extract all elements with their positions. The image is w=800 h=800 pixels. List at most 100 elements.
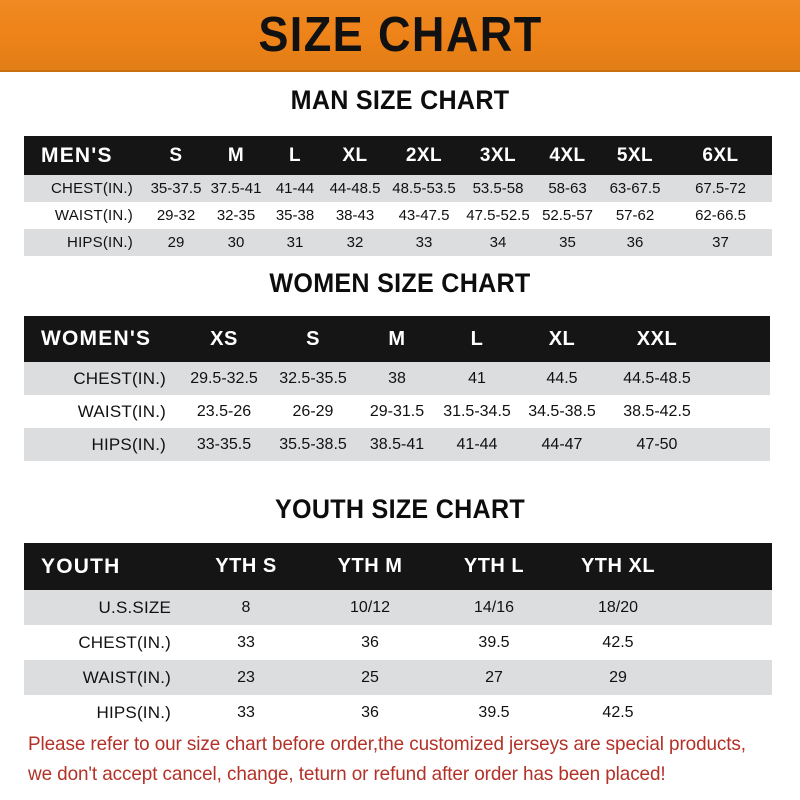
men-row-1-cell-2: 35-38	[275, 207, 315, 224]
women-row-1-cell-5: 38.5-42.5	[623, 402, 691, 420]
youth-row-2-label: WAIST(IN.)	[82, 667, 171, 687]
youth-header-label: YOUTH	[41, 554, 121, 578]
youth-row-1-cell-3: 42.5	[602, 633, 634, 651]
women-row-2-cell-0: 33-35.5	[196, 435, 252, 453]
women-section-title: WOMEN SIZE CHART	[269, 268, 531, 298]
men-header-label: MEN'S	[41, 143, 113, 167]
men-row-2-cell-6: 35	[559, 234, 576, 251]
women-row-2-cell-5: 47-50	[636, 435, 678, 453]
men-col-7: 4XL	[549, 144, 586, 166]
men-row-0-cell-1: 37.5-41	[210, 180, 262, 197]
men-col-9: 6XL	[702, 144, 739, 166]
youth-row-1-cell-1: 36	[361, 633, 379, 651]
youth-col-1: YTH S	[215, 555, 277, 577]
men-row-0-cell-8: 67.5-72	[695, 180, 746, 197]
youth-row-0-cell-0: 8	[241, 598, 251, 616]
women-row-0-cell-0: 29.5-32.5	[190, 369, 258, 387]
table-row: WAIST(IN.) 23 25 27 29	[24, 660, 772, 695]
women-col-1: XS	[210, 327, 238, 350]
table-row: WAIST(IN.) 29-32 32-35 35-38 38-43 43-47…	[24, 202, 772, 229]
women-row-0-cell-3: 41	[468, 369, 486, 387]
women-row-2-cell-4: 44-47	[541, 435, 583, 453]
youth-row-3-cell-0: 33	[237, 703, 255, 721]
order-policy-notice: Please refer to our size chart before or…	[28, 729, 754, 789]
youth-row-3-cell-1: 36	[361, 703, 379, 721]
women-row-1-cell-3: 31.5-34.5	[443, 402, 511, 420]
youth-row-2-cell-1: 25	[361, 668, 379, 686]
women-col-spacer	[707, 316, 770, 362]
men-col-8: 5XL	[616, 144, 654, 166]
women-table-header-row: WOMEN'S XS S M L XL XXL	[24, 316, 770, 362]
youth-row-3-label: HIPS(IN.)	[96, 702, 171, 722]
men-col-4: XL	[342, 144, 368, 166]
women-row-0-spacer	[707, 362, 770, 395]
youth-table-header-row: YOUTH YTH S YTH M YTH L YTH XL	[24, 543, 772, 590]
youth-col-4: YTH XL	[580, 555, 656, 577]
youth-row-0-cell-3: 18/20	[597, 598, 639, 616]
youth-row-2-cell-2: 27	[485, 668, 503, 686]
women-row-1-label: WAIST(IN.)	[77, 401, 166, 421]
youth-row-1-spacer	[680, 625, 772, 660]
men-row-0-cell-7: 63-67.5	[609, 180, 661, 197]
men-row-1-cell-1: 32-35	[216, 207, 256, 224]
men-row-2-cell-3: 32	[346, 234, 364, 251]
women-col-2: S	[306, 327, 320, 350]
youth-size-table: YOUTH YTH S YTH M YTH L YTH XL U.S.SIZE …	[24, 543, 772, 730]
table-row: HIPS(IN.) 33-35.5 35.5-38.5 38.5-41 41-4…	[24, 428, 770, 461]
men-row-1-cell-6: 52.5-57	[542, 207, 593, 224]
men-row-0-cell-5: 53.5-58	[472, 180, 524, 197]
women-row-0-cell-2: 38	[388, 369, 406, 387]
banner-title: SIZE CHART	[257, 7, 543, 62]
women-size-table: WOMEN'S XS S M L XL XXL CHEST(IN.) 29.5-…	[24, 316, 770, 461]
youth-row-0-cell-2: 14/16	[473, 598, 515, 616]
men-row-0-label: CHEST(IN.)	[51, 180, 133, 197]
youth-section-title: YOUTH SIZE CHART	[275, 494, 525, 524]
men-row-2-cell-5: 34	[489, 234, 507, 251]
table-row: U.S.SIZE 8 10/12 14/16 18/20	[24, 590, 772, 625]
men-row-1-label: WAIST(IN.)	[54, 207, 133, 224]
women-row-1-cell-4: 34.5-38.5	[528, 402, 596, 420]
table-row: CHEST(IN.) 35-37.5 37.5-41 41-44 44-48.5…	[24, 175, 772, 202]
women-row-1-cell-1: 26-29	[292, 402, 334, 420]
men-size-table: MEN'S S M L XL 2XL 3XL 4XL 5XL 6XL CHEST…	[24, 136, 772, 256]
table-row: CHEST(IN.) 29.5-32.5 32.5-35.5 38 41 44.…	[24, 362, 770, 395]
women-row-2-spacer	[707, 428, 770, 461]
men-row-0-cell-3: 44-48.5	[329, 180, 381, 197]
youth-col-spacer	[680, 543, 772, 590]
table-row: CHEST(IN.) 33 36 39.5 42.5	[24, 625, 772, 660]
table-row: WAIST(IN.) 23.5-26 26-29 29-31.5 31.5-34…	[24, 395, 770, 428]
men-row-2-cell-4: 33	[415, 234, 433, 251]
youth-col-3: YTH L	[463, 555, 525, 577]
men-row-1-cell-4: 43-47.5	[398, 207, 450, 224]
notice-line-1: Please refer to our size chart before or…	[28, 733, 746, 755]
men-row-1-cell-8: 62-66.5	[695, 207, 746, 224]
men-col-1: S	[169, 144, 183, 166]
women-row-0-label: CHEST(IN.)	[73, 368, 166, 388]
youth-row-3-spacer	[680, 695, 772, 730]
men-row-0-cell-4: 48.5-53.5	[392, 180, 456, 197]
table-row: HIPS(IN.) 29 30 31 32 33 34 35 36 37	[24, 229, 772, 256]
women-row-2-cell-2: 38.5-41	[369, 435, 425, 453]
women-row-1-spacer	[707, 395, 770, 428]
women-row-0-cell-4: 44.5	[546, 369, 578, 387]
women-header-label: WOMEN'S	[41, 327, 152, 350]
women-row-2-cell-1: 35.5-38.5	[279, 435, 347, 453]
youth-row-1-cell-0: 33	[237, 633, 255, 651]
men-row-0-cell-0: 35-37.5	[150, 180, 202, 197]
women-row-2-cell-3: 41-44	[456, 435, 498, 453]
men-row-0-cell-6: 58-63	[548, 180, 587, 197]
women-col-4: L	[470, 327, 484, 350]
men-row-2-cell-1: 30	[227, 234, 245, 251]
banner: SIZE CHART	[0, 0, 800, 72]
men-col-5: 2XL	[405, 144, 443, 166]
women-row-0-cell-5: 44.5-48.5	[623, 369, 691, 387]
youth-row-0-cell-1: 10/12	[349, 598, 391, 616]
women-row-1-cell-2: 29-31.5	[369, 402, 425, 420]
youth-row-0-spacer	[680, 590, 772, 625]
men-row-1-cell-7: 57-62	[615, 207, 655, 224]
men-row-2-cell-7: 36	[626, 234, 644, 251]
table-row: HIPS(IN.) 33 36 39.5 42.5	[24, 695, 772, 730]
men-col-3: L	[288, 144, 302, 166]
youth-row-3-cell-2: 39.5	[478, 703, 510, 721]
